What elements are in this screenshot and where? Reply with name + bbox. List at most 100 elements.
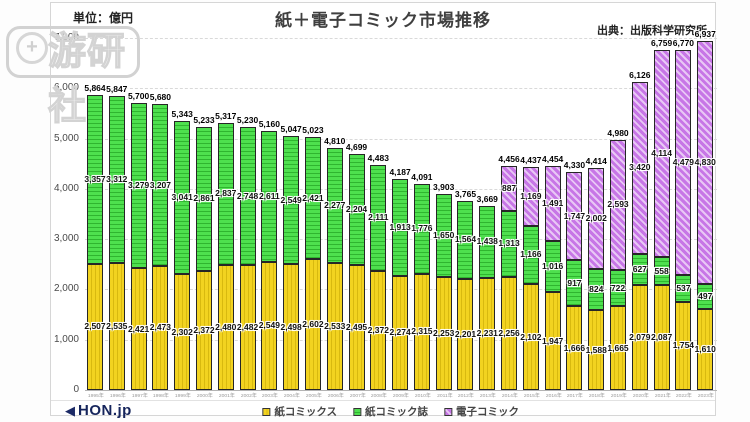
segment-value-label: 1,016: [542, 261, 564, 272]
segment-value-label: 2,231: [476, 328, 498, 339]
segment-value-label: 1,438: [476, 236, 498, 247]
bar-segment: [501, 276, 518, 390]
x-tick-label: 1995年: [87, 392, 104, 399]
bar-segment: [631, 253, 648, 286]
bar-total-label: 6,759: [650, 38, 673, 49]
bar-segment: [588, 268, 605, 311]
bar-segment: [588, 168, 605, 269]
bar-segment: [588, 310, 605, 390]
bar-segment: [195, 126, 212, 271]
bar-segment: [675, 274, 692, 302]
bar-segment: [675, 301, 692, 390]
segment-value-label: 2,087: [650, 332, 673, 343]
bar-segment: [610, 306, 627, 390]
segment-value-label: 824: [589, 283, 604, 294]
segment-value-label: 2,748: [236, 190, 259, 201]
logo-text: HON.jp: [78, 402, 132, 419]
bar-segment: [653, 257, 670, 286]
x-tick-label: 2021年: [654, 392, 671, 399]
bar-segment: [326, 148, 343, 263]
x-tick-label: 1998年: [153, 392, 170, 399]
y-tick-label: 7,000: [53, 32, 79, 43]
bar-segment: [631, 285, 648, 390]
x-tick-label: 2002年: [240, 392, 257, 399]
segment-value-label: 2,302: [171, 326, 193, 337]
bar-segment: [675, 49, 692, 275]
bar-segment: [413, 184, 430, 274]
bar-segment: [130, 103, 147, 269]
segment-value-label: 2,102: [520, 331, 542, 342]
segment-value-label: 2,277: [324, 199, 346, 210]
x-tick-label: 2005年: [305, 392, 322, 399]
y-tick-label: 4,000: [53, 182, 79, 194]
bar-total-label: 5,680: [149, 92, 172, 103]
segment-value-label: 917: [567, 277, 582, 288]
bar-segment: [392, 275, 409, 390]
bar-total-label: 3,669: [476, 193, 498, 204]
bar-segment: [108, 262, 125, 390]
x-tick-label: 1997年: [131, 392, 148, 399]
segment-value-label: 2,602: [302, 319, 324, 330]
segment-value-label: 3,420: [629, 162, 651, 173]
bar-total-label: 5,047: [280, 124, 302, 135]
segment-value-label: 1,754: [672, 340, 695, 351]
bar-segment: [566, 260, 583, 307]
bar-segment: [304, 259, 321, 390]
x-tick-label: 2011年: [436, 392, 453, 399]
bar-segment: [108, 96, 125, 263]
bar-segment: [457, 200, 474, 280]
segment-value-label: 1,166: [520, 249, 542, 260]
x-tick-label: 2008年: [371, 392, 388, 399]
x-tick-label: 2006年: [327, 392, 344, 399]
bar-segment: [239, 265, 256, 390]
bar-total-label: 5,233: [193, 114, 215, 125]
bar-segment: [610, 139, 627, 270]
segment-value-label: 2,549: [258, 320, 280, 331]
bar-segment: [239, 127, 256, 266]
bar-segment: [479, 277, 496, 390]
bar-total-label: 3,903: [433, 181, 455, 192]
bar-total-label: 4,091: [411, 172, 433, 183]
x-tick-label: 2007年: [349, 392, 366, 399]
segment-value-label: 2,611: [258, 190, 280, 201]
x-tick-label: 2010年: [414, 392, 431, 399]
bar-segment: [697, 41, 714, 285]
bar-segment: [152, 104, 169, 266]
segment-value-label: 1,491: [542, 198, 564, 208]
y-tick-label: 0: [73, 384, 79, 395]
x-tick-label: 2009年: [392, 392, 409, 399]
bar-segment: [370, 164, 387, 271]
x-tick-label: 2012年: [458, 392, 475, 399]
bar-segment: [130, 268, 147, 390]
bar-segment: [261, 261, 278, 390]
y-tick-label: 6,000: [53, 82, 79, 94]
x-tick-label: 2023年: [698, 392, 715, 399]
bar-segment: [522, 284, 539, 390]
segment-value-label: 1,313: [498, 238, 520, 249]
bar-total-label: 5,160: [258, 118, 280, 129]
legend: 紙コミックス 紙コミック誌 電子コミック: [262, 404, 519, 419]
bar-segment: [544, 241, 561, 293]
segment-value-label: 497: [698, 291, 713, 302]
source-label: 出典：出版科学研究所: [597, 25, 707, 37]
segment-value-label: 3,207: [149, 179, 172, 190]
x-tick-label: 2001年: [218, 392, 235, 399]
segment-value-label: 4,830: [694, 157, 716, 168]
x-tick-label: 2015年: [523, 392, 540, 399]
y-tick-label: 2,000: [53, 283, 79, 295]
bar-segment: [217, 122, 234, 266]
segment-value-label: 1,776: [411, 223, 433, 234]
segment-value-label: 2,421: [302, 192, 324, 203]
bar-total-label: 5,317: [215, 110, 237, 121]
segment-value-label: 2,079: [629, 332, 651, 343]
segment-value-label: 627: [632, 264, 647, 275]
segment-value-label: 3,312: [106, 173, 128, 184]
segment-value-label: 2,593: [607, 199, 629, 210]
segment-value-label: 1,650: [433, 229, 455, 240]
bar-segment: [348, 153, 365, 265]
bar-segment: [283, 264, 300, 390]
segment-value-label: 2,480: [215, 322, 237, 333]
segment-value-label: 4,479: [672, 156, 695, 167]
segment-value-label: 1,588: [585, 344, 607, 355]
segment-value-label: 2,274: [389, 327, 411, 338]
